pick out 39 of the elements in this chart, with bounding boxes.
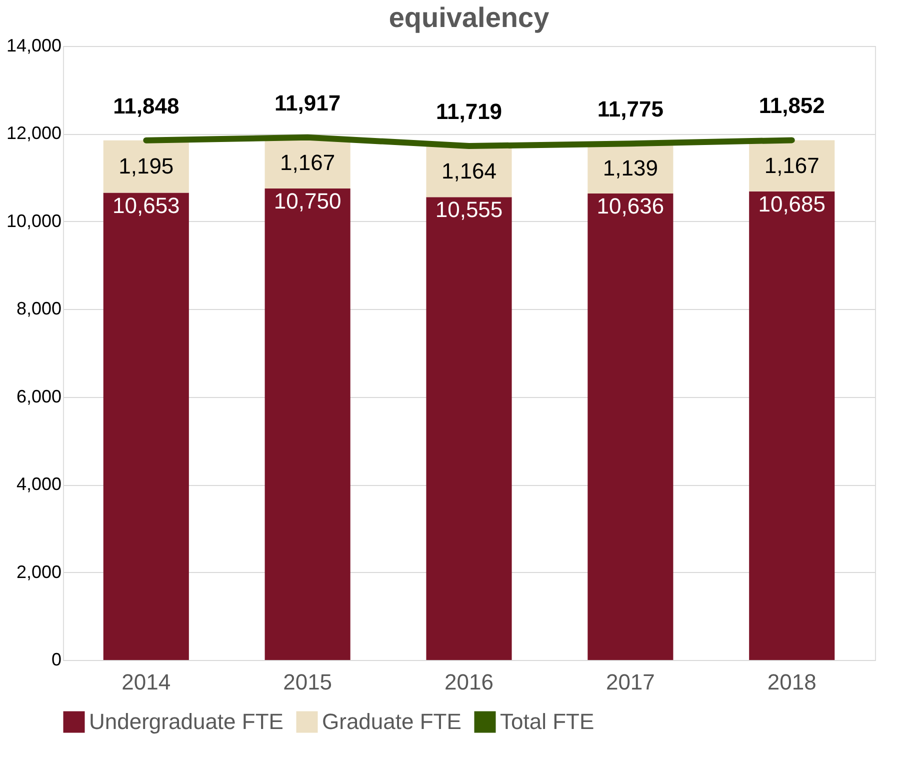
legend-label: Total FTE <box>500 709 594 734</box>
x-tick-label: 2018 <box>767 670 816 694</box>
legend-label: Graduate FTE <box>322 709 462 734</box>
data-label: 11,917 <box>274 90 341 116</box>
data-label: 11,719 <box>436 99 502 124</box>
chart-title: equivalency <box>388 2 550 33</box>
y-tick-label: 6,000 <box>16 386 62 406</box>
data-label: 11,852 <box>758 93 825 118</box>
bar <box>588 194 674 660</box>
bar <box>749 140 835 192</box>
bar <box>426 197 512 660</box>
x-tick-label: 2015 <box>283 670 332 694</box>
data-label: 11,775 <box>597 96 664 122</box>
legend-label: Undergraduate FTE <box>89 709 284 734</box>
data-label: 10,685 <box>758 192 826 217</box>
y-tick-label: 10,000 <box>6 210 62 231</box>
data-label: 1,195 <box>118 154 174 179</box>
y-tick-label: 4,000 <box>16 474 62 494</box>
x-tick-label: 2017 <box>606 670 655 694</box>
bar <box>103 140 189 193</box>
data-label: 10,750 <box>274 188 342 214</box>
data-label: 10,555 <box>435 197 503 222</box>
bar <box>103 192 189 660</box>
data-label: 1,167 <box>764 152 820 178</box>
data-label: 1,139 <box>602 156 658 181</box>
y-tick-label: 8,000 <box>16 298 62 319</box>
y-tick-label: 0 <box>51 650 62 670</box>
bar <box>749 191 835 660</box>
x-tick-label: 2016 <box>444 670 494 694</box>
data-label: 11,848 <box>113 93 180 118</box>
bar <box>264 188 350 660</box>
y-tick-label: 14,000 <box>6 36 62 56</box>
y-tick-label: 2,000 <box>16 562 62 582</box>
x-tick-label: 2014 <box>122 670 171 694</box>
y-tick-label: 12,000 <box>6 123 62 144</box>
data-label: 10,653 <box>112 192 180 218</box>
data-label: 1,164 <box>441 158 497 184</box>
data-label: 1,167 <box>280 150 336 175</box>
data-label: 10,636 <box>596 194 664 219</box>
